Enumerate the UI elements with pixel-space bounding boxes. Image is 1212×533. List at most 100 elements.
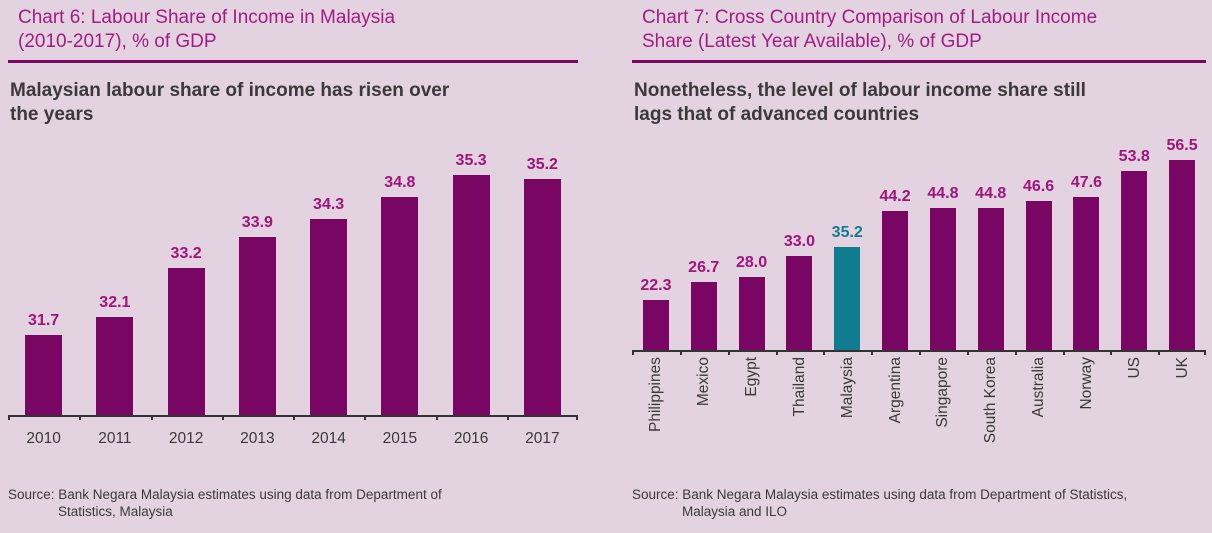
bar-norway [1073, 197, 1100, 350]
x-label-slot: Mexico [680, 357, 728, 457]
x-axis-label-2011: 2011 [98, 430, 132, 447]
bar-value-label-2012: 33.2 [170, 245, 202, 262]
x-label-slot: South Korea [967, 357, 1015, 457]
bar-value-label-thailand: 33.0 [783, 233, 815, 250]
chart6-plot-area: 31.7 32.1 33.2 33.9 34.3 34.8 35.3 35.2 [8, 139, 578, 420]
x-axis-label-uk: UK [1173, 357, 1191, 379]
axis-tick [293, 415, 295, 420]
x-axis-label-south-korea: South Korea [982, 357, 1000, 444]
bar-malaysia [834, 247, 861, 350]
bar-2017 [523, 179, 561, 415]
chart7-subtitle-line2: lags that of advanced countries [634, 104, 920, 125]
chart7-subtitle: Nonetheless, the level of labour income … [634, 79, 1206, 127]
x-label-slot: Argentina [871, 357, 919, 457]
bar-south-korea [977, 208, 1004, 350]
chart6-title-line1: Chart 6: Labour Share of Income in Malay… [18, 7, 396, 28]
chart7-plot-area: 22.3 26.7 28.0 33.0 35.2 44.2 44.8 44.8 46.6 47.6… [632, 134, 1206, 355]
axis-tick [576, 415, 578, 420]
axis-tick [79, 415, 82, 420]
x-label-slot: Singapore [919, 357, 967, 457]
axis-tick [1110, 350, 1113, 355]
chart6-x-axis-labels: 2010 2011 2012 2013 2014 2015 2016 2017 [8, 430, 578, 450]
bar-value-label-2014: 34.3 [313, 196, 345, 213]
bar-australia [1025, 201, 1052, 350]
x-label-slot: US [1110, 357, 1158, 457]
x-axis-label-singapore: Singapore [934, 357, 952, 428]
bar-value-label-us: 53.8 [1118, 148, 1150, 165]
bar-mexico [690, 282, 717, 350]
axis-tick [221, 415, 224, 420]
chart7-title-line1: Chart 7: Cross Country Comparison of Lab… [642, 7, 1098, 28]
bar-value-label-uk: 56.5 [1166, 137, 1198, 154]
axis-tick [364, 415, 367, 420]
axis-tick [871, 350, 874, 355]
bar-value-label-2017: 35.2 [526, 156, 558, 173]
chart7-title: Chart 7: Cross Country Comparison of Lab… [642, 6, 1206, 54]
axis-tick [1158, 350, 1161, 355]
chart7-source-line2: Malaysia and ILO [682, 504, 788, 519]
axis-tick [775, 350, 778, 355]
chart6-subtitle: Malaysian labour share of income has ris… [10, 79, 578, 127]
axis-tick [727, 350, 730, 355]
x-label-slot: Thailand [775, 357, 823, 457]
x-axis-label-thailand: Thailand [790, 357, 808, 417]
bar-value-label-malaysia: 35.2 [831, 224, 863, 241]
bar-2013 [238, 237, 276, 415]
bar-value-label-2016: 35.3 [455, 152, 487, 169]
x-axis-label-2017: 2017 [525, 430, 560, 447]
bar-2014 [310, 219, 348, 415]
chart7-subtitle-line1: Nonetheless, the level of labour income … [634, 80, 1086, 101]
bar-us [1121, 171, 1148, 350]
chart7-column: Chart 7: Cross Country Comparison of Lab… [632, 0, 1206, 533]
x-axis-label-mexico: Mexico [695, 357, 713, 407]
x-axis-label-2013: 2013 [240, 430, 275, 447]
bar-philippines [642, 300, 669, 350]
chart6-title: Chart 6: Labour Share of Income in Malay… [18, 6, 578, 54]
bar-egypt [738, 277, 765, 350]
chart6-title-rule [8, 60, 578, 63]
axis-tick [632, 350, 634, 355]
bar-argentina [882, 211, 909, 350]
chart6-source-line2: Statistics, Malaysia [58, 504, 173, 519]
bar-value-label-2010: 31.7 [28, 312, 60, 329]
axis-tick [1062, 350, 1065, 355]
bar-2012 [167, 268, 205, 415]
bar-2015 [381, 197, 419, 415]
bar-value-label-argentina: 44.2 [879, 188, 911, 205]
chart6-source-line1: Source: Bank Negara Malaysia estimates u… [8, 487, 442, 502]
chart7-source-note: Source: Bank Negara Malaysia estimates u… [632, 486, 1127, 520]
chart7-title-line2: Share (Latest Year Available), % of GDP [642, 31, 982, 52]
x-label-slot: Norway [1062, 357, 1110, 457]
x-axis-label-egypt: Egypt [743, 357, 761, 397]
x-axis-label-australia: Australia [1030, 357, 1048, 418]
x-axis-label-2016: 2016 [453, 430, 489, 447]
chart7-title-rule [632, 60, 1206, 63]
axis-tick [966, 350, 969, 355]
chart6-source-note: Source: Bank Negara Malaysia estimates u… [8, 486, 442, 520]
x-axis-label-argentina: Argentina [886, 357, 904, 424]
bar-value-label-2015: 34.8 [384, 174, 416, 191]
x-axis-label-2014: 2014 [311, 430, 346, 447]
bar-2016 [452, 175, 490, 415]
chart6-column: Chart 6: Labour Share of Income in Malay… [8, 0, 578, 533]
x-label-slot: Egypt [728, 357, 776, 457]
axis-tick [8, 415, 10, 420]
bar-value-label-2011: 32.1 [99, 294, 131, 311]
bar-2011 [96, 317, 134, 415]
bar-thailand [786, 256, 813, 350]
x-label-slot: Australia [1015, 357, 1063, 457]
x-axis-label-2012: 2012 [168, 430, 204, 447]
bar-value-label-philippines: 22.3 [640, 277, 672, 294]
bar-value-label-australia: 46.6 [1023, 178, 1055, 195]
x-axis-label-2015: 2015 [382, 430, 418, 447]
bar-value-label-south-korea: 44.8 [975, 185, 1007, 202]
chart6-title-line2: (2010-2017), % of GDP [18, 31, 217, 52]
axis-tick [506, 415, 509, 420]
chart6-subtitle-line2: the years [10, 104, 94, 125]
x-axis-label-norway: Norway [1077, 357, 1095, 410]
chart6-subtitle-line1: Malaysian labour share of income has ris… [10, 80, 450, 101]
chart7-source-line1: Source: Bank Negara Malaysia estimates u… [632, 487, 1128, 502]
x-axis-label-us: US [1125, 357, 1143, 379]
x-axis-label-2010: 2010 [26, 430, 61, 447]
x-label-slot: UK [1158, 357, 1206, 457]
